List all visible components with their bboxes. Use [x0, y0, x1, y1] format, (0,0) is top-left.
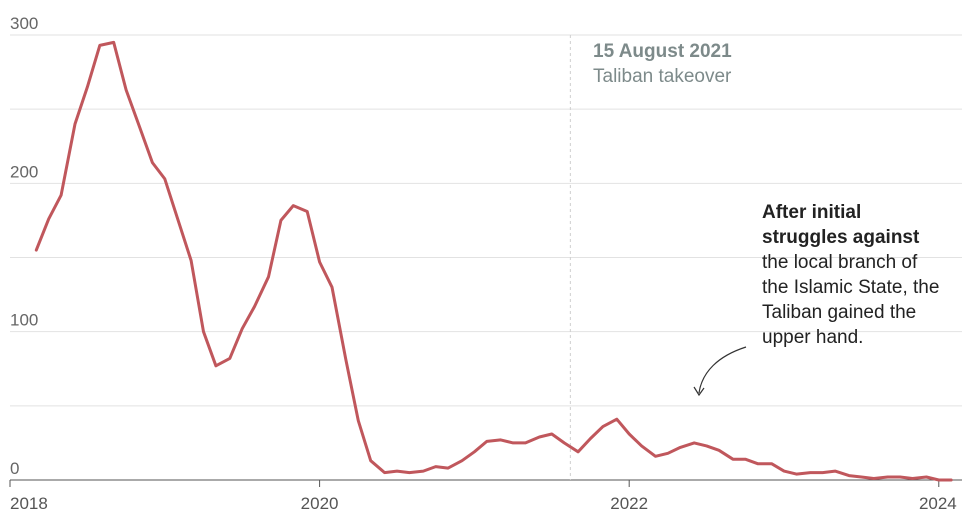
- arrowhead-icon: [693, 386, 705, 397]
- note-line-5: Taliban gained the: [762, 302, 916, 323]
- note-line-6: upper hand.: [762, 327, 863, 348]
- x-tick-label: 2018: [10, 494, 48, 513]
- note-line-3: the local branch of: [762, 252, 918, 273]
- event-description-label: Taliban takeover: [593, 66, 732, 87]
- y-tick-label: 100: [10, 311, 38, 330]
- grid-lines: [10, 34, 962, 407]
- series-layer: [34, 40, 953, 482]
- event-date-label: 15 August 2021: [593, 41, 732, 62]
- y-axis-ticks: 0 100 200 300: [10, 14, 38, 478]
- x-tick-label: 2022: [610, 494, 648, 513]
- x-axis: 2018 2020 2022 2024: [9, 479, 962, 513]
- y-tick-label: 0: [10, 459, 19, 478]
- y-tick-label: 300: [10, 14, 38, 33]
- y-tick-label: 200: [10, 162, 38, 181]
- x-tick-label: 2020: [301, 494, 339, 513]
- note-line-1: After initial: [762, 202, 861, 223]
- x-tick-label: 2024: [919, 494, 957, 513]
- annotation-note: After initial struggles against the loca…: [693, 202, 939, 397]
- annotation-arrow-icon: [698, 346, 747, 394]
- note-line-4: the Islamic State, the: [762, 277, 939, 298]
- note-line-2: struggles against: [762, 227, 920, 248]
- series-line: [34, 40, 953, 482]
